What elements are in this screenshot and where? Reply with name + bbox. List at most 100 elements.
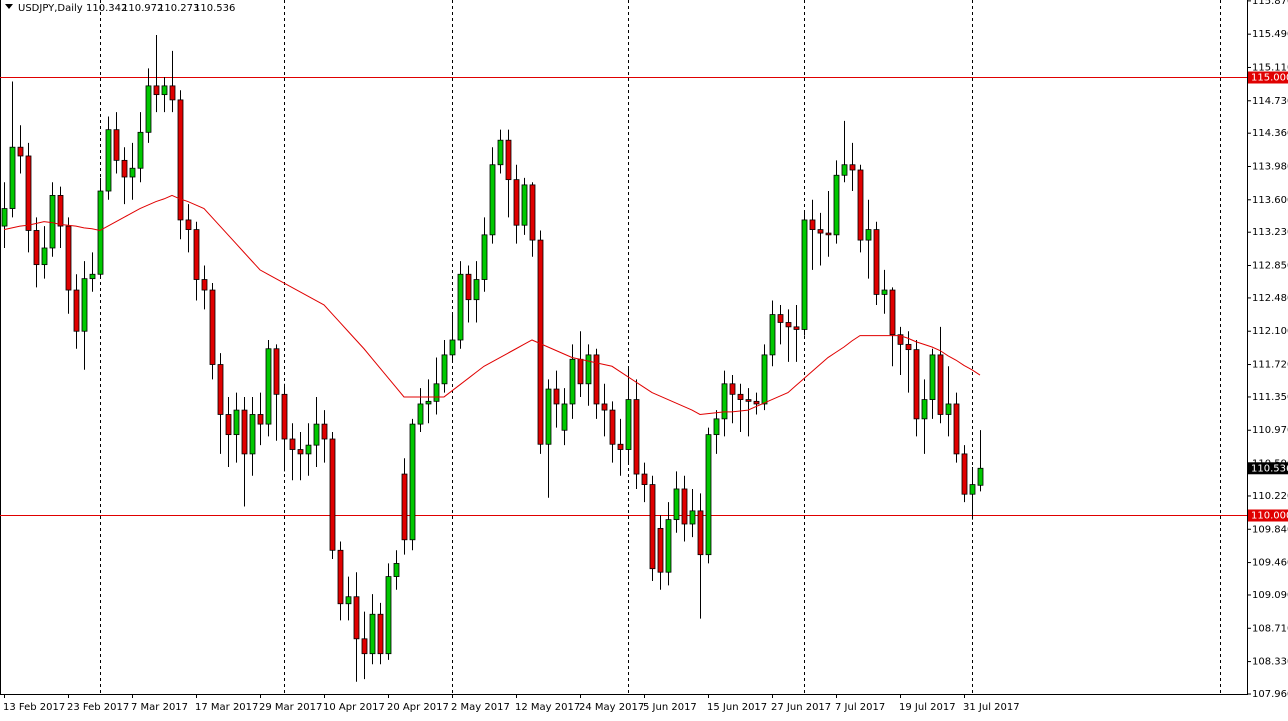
current-price-label: 110.536 (1251, 463, 1288, 474)
candle-body (609, 409, 616, 445)
candle-body (553, 388, 560, 405)
candle-body (769, 314, 776, 356)
x-tick-label: 15 Jun 2017 (707, 702, 767, 713)
candle-body (305, 444, 312, 455)
x-tick-label: 20 Apr 2017 (387, 702, 449, 713)
candle-body (273, 348, 280, 395)
candle-body (713, 418, 720, 436)
price-tag (1248, 71, 1288, 84)
candle-body (777, 314, 784, 323)
candle-body (265, 348, 272, 425)
candle-body (33, 230, 40, 266)
x-tick-label: 17 Mar 2017 (195, 702, 258, 713)
candle-body (737, 393, 744, 400)
candle-body (873, 229, 880, 295)
price-tag-label: 115.000 (1251, 73, 1288, 84)
candle-body (753, 400, 760, 405)
candle-body (257, 414, 264, 425)
x-tick-label: 24 May 2017 (579, 702, 644, 713)
x-tick-label: 5 Jun 2017 (643, 702, 697, 713)
x-tick-label: 19 Jul 2017 (899, 702, 956, 713)
x-tick-label: 23 Feb 2017 (67, 702, 129, 713)
candle-body (417, 403, 424, 425)
y-tick-label: 111.720 (1252, 360, 1288, 371)
candle-body (921, 399, 928, 420)
candle-body (249, 414, 256, 455)
header-close: 110.536 (194, 3, 235, 14)
candle-body (377, 613, 384, 655)
candle-body (881, 289, 888, 295)
candle-body (481, 234, 488, 280)
candle-body (889, 289, 896, 336)
candle-body (793, 326, 800, 330)
candle-body (929, 354, 936, 400)
candle-body (945, 403, 952, 415)
candle-body (313, 423, 320, 446)
candle-body (145, 85, 152, 133)
candle-body (633, 399, 640, 475)
candle-body (433, 383, 440, 402)
candle-body (97, 190, 104, 275)
candle-body (161, 85, 168, 96)
candle-body (689, 510, 696, 525)
candle-body (361, 638, 368, 655)
candle-body (849, 164, 856, 171)
y-tick-label: 107.960 (1252, 689, 1288, 700)
candle-body (641, 473, 648, 485)
candle-body (73, 289, 80, 332)
moving-average (3, 194, 981, 415)
candle-body (857, 169, 864, 241)
candle-body (865, 229, 872, 241)
y-tick-label: 109.090 (1252, 590, 1288, 601)
candle-body (465, 273, 472, 301)
candle-body (209, 289, 216, 365)
y-tick-label: 113.600 (1252, 195, 1288, 206)
candle-body (121, 159, 128, 178)
header: USDJPY,Daily 110.342 110.972 110.273 110… (18, 3, 235, 14)
candle-body (785, 322, 792, 328)
chart-title: USDJPY,Daily (18, 3, 83, 14)
x-tick-label: 7 Jul 2017 (835, 702, 885, 713)
candle-body (649, 484, 656, 570)
candle-body (673, 488, 680, 521)
y-tick-label: 110.220 (1252, 491, 1288, 502)
candle-body (833, 174, 840, 236)
candle-body (321, 423, 328, 440)
candle-body (705, 434, 712, 556)
candle-body (297, 449, 304, 455)
header-open: 110.342 (86, 3, 127, 14)
candle-body (441, 354, 448, 385)
candle-body (697, 510, 704, 556)
x-tick-label: 2 May 2017 (451, 702, 510, 713)
candle-body (225, 414, 232, 436)
candle-body (345, 596, 352, 605)
y-tick-label: 114.730 (1252, 96, 1288, 107)
candle-body (745, 399, 752, 402)
candle-body (665, 519, 672, 573)
y-tick-label: 111.350 (1252, 392, 1288, 403)
candle-body (385, 576, 392, 655)
candle-body (681, 488, 688, 525)
candle-body (449, 339, 456, 356)
candle-body (353, 596, 360, 640)
candle-body (913, 349, 920, 420)
x-tick-label: 31 Jul 2017 (963, 702, 1020, 713)
candle-body (905, 343, 912, 351)
candle-body (289, 438, 296, 450)
candle-body (761, 354, 768, 405)
candle-body (625, 399, 632, 450)
candle-body (569, 358, 576, 405)
candle-body (937, 354, 944, 415)
candle-body (217, 364, 224, 415)
candle-body (577, 358, 584, 385)
candle-body (457, 273, 464, 341)
candle-body (585, 354, 592, 385)
candle-body (57, 195, 64, 227)
candle-body (193, 229, 200, 280)
x-tick-label: 12 May 2017 (515, 702, 580, 713)
y-tick-label: 115.490 (1252, 29, 1288, 40)
candle-body (105, 129, 112, 192)
price-tag-label: 110.000 (1251, 511, 1288, 522)
